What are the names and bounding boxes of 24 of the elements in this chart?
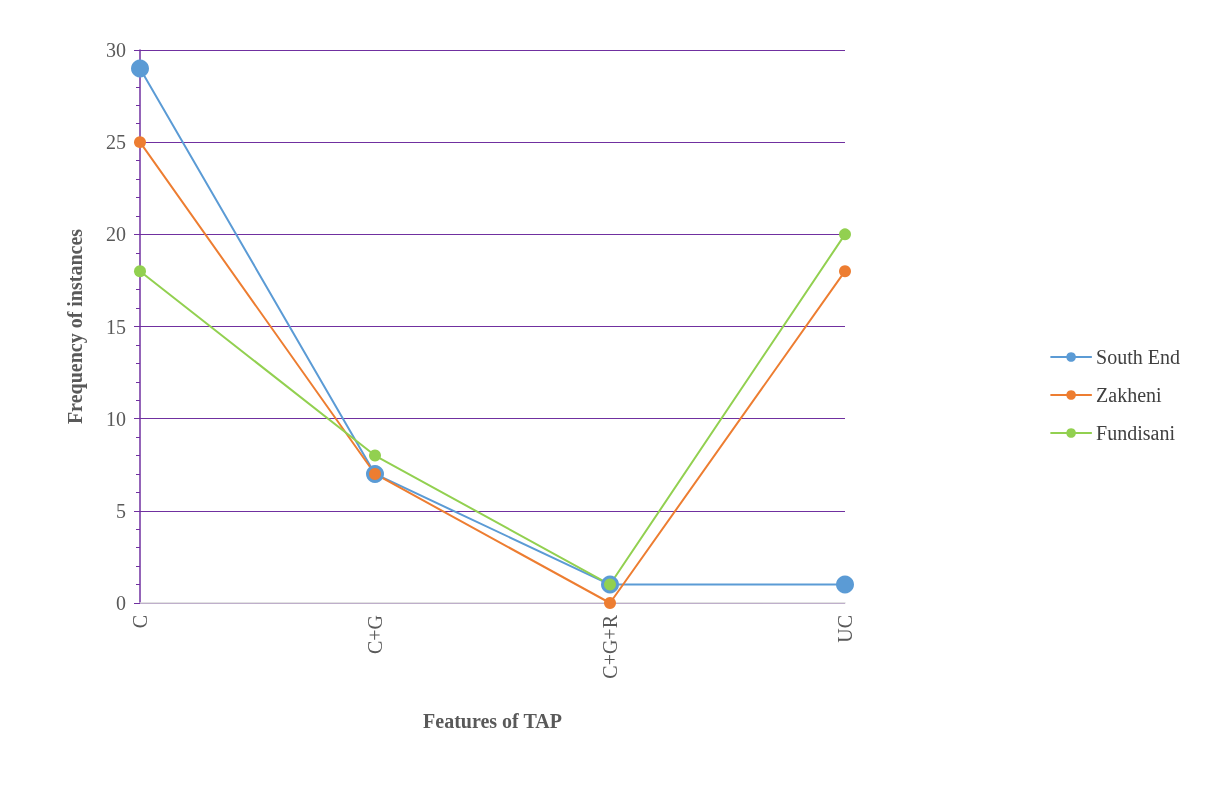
x-tick-label: C+G [364, 615, 386, 655]
point [839, 228, 851, 241]
point [134, 265, 146, 278]
point [836, 575, 854, 594]
y-tick-label: 5 [116, 499, 126, 522]
point [369, 449, 381, 462]
y-tick-label: 30 [106, 39, 126, 61]
y-tick-label: 25 [106, 131, 126, 154]
point [134, 136, 146, 149]
y-tick-label: 15 [106, 315, 126, 338]
legend-label: Fundisani [1096, 422, 1176, 444]
legend-label: South End [1096, 346, 1181, 368]
x-tick-label: C+G+R [599, 614, 621, 679]
point [131, 59, 149, 78]
y-tick-label: 0 [116, 592, 126, 614]
legend-label: Zakheni [1096, 384, 1163, 406]
x-tick-label: UC [834, 615, 856, 643]
y-axis-title: Frequency of instances [64, 228, 87, 425]
point [839, 265, 851, 278]
x-axis-title: Features of TAP [423, 710, 562, 732]
point [604, 597, 616, 609]
y-tick-label: 20 [106, 223, 126, 246]
x-tick-label: C [129, 615, 151, 629]
y-tick-label: 10 [106, 407, 126, 430]
